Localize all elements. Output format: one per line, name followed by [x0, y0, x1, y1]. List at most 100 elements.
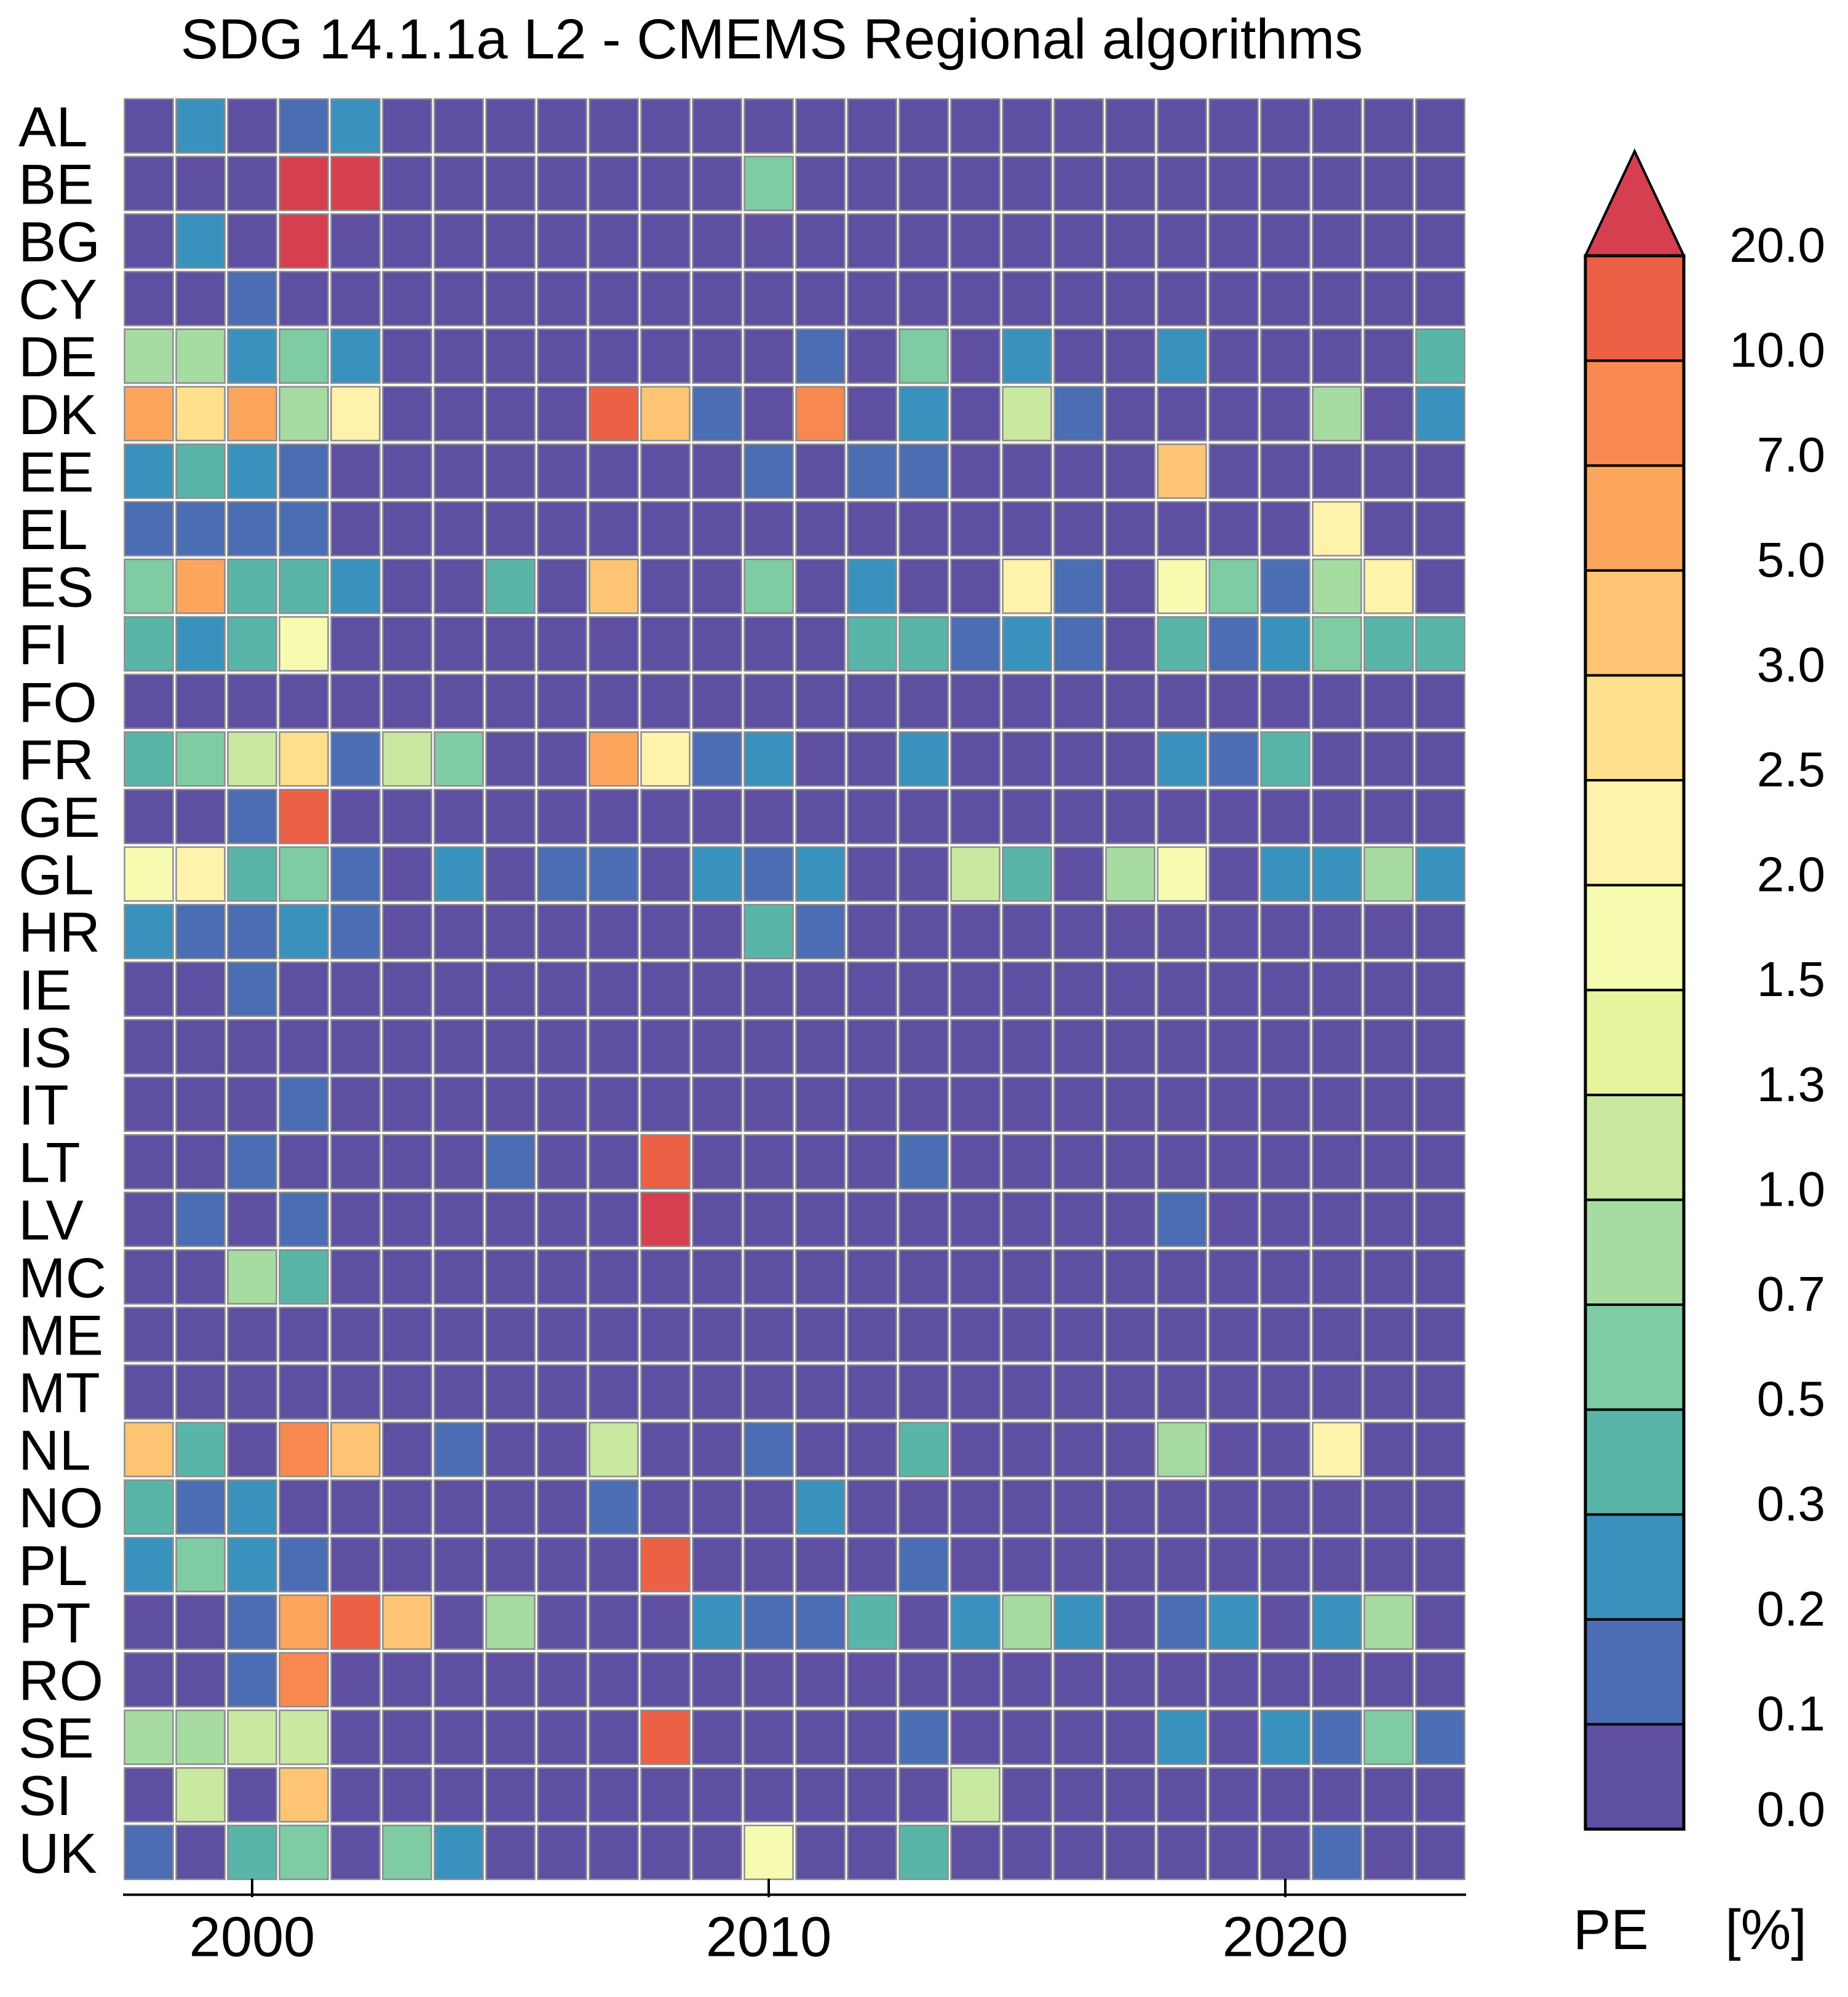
cell-si-2010 [744, 1767, 794, 1823]
cell-mt-2014 [950, 1364, 1001, 1420]
colorbar-segment-14 [1584, 255, 1685, 362]
cell-lt-2007 [589, 1134, 639, 1190]
cell-bg-2013 [898, 213, 949, 269]
cell-pl-2012 [847, 1536, 897, 1592]
cell-al-1999 [175, 98, 226, 154]
cell-fr-2023 [1415, 731, 1465, 787]
cell-is-1999 [175, 1019, 226, 1075]
cell-nl-1999 [175, 1422, 226, 1477]
cell-nl-2021 [1312, 1422, 1362, 1477]
chart-title: SDG 14.1.1a L2 - CMEMS Regional algorith… [181, 8, 1363, 71]
cell-al-2013 [898, 98, 949, 154]
cell-me-2008 [640, 1307, 691, 1362]
cell-ro-2015 [1002, 1651, 1052, 1708]
cell-gl-1998 [124, 846, 174, 902]
row-label-pl: PL [18, 1535, 88, 1597]
cell-dk-2009 [692, 386, 742, 441]
cell-ee-2015 [1002, 443, 1052, 499]
cell-el-2005 [485, 500, 536, 557]
cell-nl-2015 [1002, 1422, 1052, 1477]
cell-lt-2003 [382, 1134, 432, 1190]
cell-al-2012 [847, 98, 897, 154]
cell-el-2013 [898, 500, 949, 557]
cell-it-2012 [847, 1076, 897, 1133]
cell-al-2022 [1363, 98, 1414, 154]
cell-fr-2003 [382, 731, 432, 787]
cell-uk-2021 [1312, 1824, 1362, 1880]
cell-it-2016 [1053, 1076, 1104, 1133]
cell-ro-2014 [950, 1651, 1001, 1708]
cell-ie-2008 [640, 961, 691, 1017]
row-label-me: ME [18, 1304, 103, 1367]
cell-ee-2020 [1260, 443, 1311, 499]
cell-be-2010 [744, 156, 794, 212]
cell-ee-2004 [434, 443, 484, 499]
cell-bg-2007 [589, 213, 639, 269]
cell-fi-2018 [1157, 616, 1207, 672]
cell-pl-2001 [279, 1536, 329, 1592]
cell-ie-2018 [1157, 961, 1207, 1017]
cell-dk-2023 [1415, 386, 1465, 441]
cell-bg-2018 [1157, 213, 1207, 269]
cell-no-2002 [330, 1479, 381, 1535]
cell-de-2001 [279, 328, 329, 384]
cell-lv-1999 [175, 1192, 226, 1248]
cell-se-2008 [640, 1709, 691, 1765]
cell-uk-2003 [382, 1824, 432, 1880]
cell-uk-2002 [330, 1824, 381, 1880]
cell-ro-2010 [744, 1651, 794, 1708]
cell-hr-2009 [692, 904, 742, 960]
cell-is-2011 [795, 1019, 846, 1075]
cell-nl-2008 [640, 1422, 691, 1477]
cell-ie-2012 [847, 961, 897, 1017]
cell-fr-2001 [279, 731, 329, 787]
cell-gl-2023 [1415, 846, 1465, 902]
cell-me-1998 [124, 1307, 174, 1362]
cell-it-2020 [1260, 1076, 1311, 1133]
cell-fi-2000 [227, 616, 277, 672]
cell-fi-2011 [795, 616, 846, 672]
cell-hr-2014 [950, 904, 1001, 960]
cell-hr-2021 [1312, 904, 1362, 960]
cell-it-2003 [382, 1076, 432, 1133]
cell-ge-2022 [1363, 788, 1414, 845]
cell-lt-2014 [950, 1134, 1001, 1190]
cell-no-2013 [898, 1479, 949, 1535]
x-axis: 2000 2010 2020 [123, 1878, 1466, 1969]
cell-lt-2010 [744, 1134, 794, 1190]
cell-pt-2019 [1208, 1594, 1259, 1650]
cell-pt-2005 [485, 1594, 536, 1650]
cell-el-2015 [1002, 500, 1052, 557]
cell-is-2019 [1208, 1019, 1259, 1075]
cell-lt-2020 [1260, 1134, 1311, 1190]
cell-no-2003 [382, 1479, 432, 1535]
cell-me-2016 [1053, 1307, 1104, 1362]
cell-uk-2000 [227, 1824, 277, 1880]
cell-bg-2021 [1312, 213, 1362, 269]
cell-ie-2011 [795, 961, 846, 1017]
cell-mc-2022 [1363, 1249, 1414, 1305]
cell-si-2023 [1415, 1767, 1465, 1823]
cell-me-2010 [744, 1307, 794, 1362]
cell-si-2005 [485, 1767, 536, 1823]
cell-ie-2017 [1105, 961, 1156, 1017]
cell-no-2006 [537, 1479, 587, 1535]
cell-ro-2022 [1363, 1651, 1414, 1708]
cell-lt-2015 [1002, 1134, 1052, 1190]
cell-de-2015 [1002, 328, 1052, 384]
cell-ro-2009 [692, 1651, 742, 1708]
cell-ge-2000 [227, 788, 277, 845]
cell-fo-2019 [1208, 673, 1259, 729]
cell-me-2018 [1157, 1307, 1207, 1362]
cell-is-2001 [279, 1019, 329, 1075]
cell-is-2005 [485, 1019, 536, 1075]
row-label-be: BE [18, 153, 94, 216]
cell-ro-2017 [1105, 1651, 1156, 1708]
cell-is-2010 [744, 1019, 794, 1075]
cell-be-2016 [1053, 156, 1104, 212]
cell-fr-2010 [744, 731, 794, 787]
colorbar-tick-label: 7.0 [1757, 427, 1825, 482]
colorbar-tick-label: 0.2 [1757, 1581, 1825, 1636]
cell-fi-2017 [1105, 616, 1156, 672]
cell-lt-2001 [279, 1134, 329, 1190]
